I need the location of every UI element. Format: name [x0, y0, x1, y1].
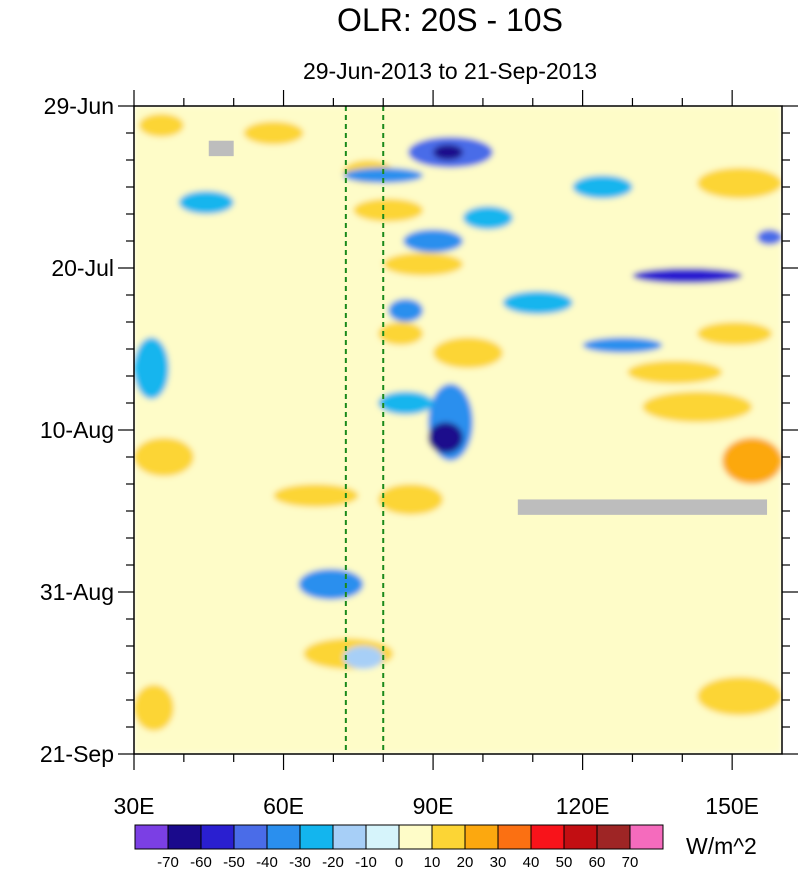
olr-anomaly-patch	[433, 337, 503, 369]
olr-anomaly-patch	[403, 229, 463, 253]
olr-anomaly-patch	[134, 684, 174, 731]
missing-data-block	[208, 140, 234, 157]
missing-data-block	[517, 499, 768, 515]
y-tick-label: 10-Aug	[40, 417, 114, 443]
colorbar-swatch	[134, 824, 169, 850]
olr-anomaly-patch	[138, 113, 184, 137]
colorbar-swatch	[233, 824, 268, 850]
chart-subtitle: 29-Jun-2013 to 21-Sep-2013	[303, 58, 597, 84]
olr-anomaly-patch	[378, 484, 444, 515]
colorbar-tick-label: 10	[424, 854, 441, 869]
colorbar-tick-label: -70	[157, 854, 179, 869]
colorbar-swatch	[299, 824, 334, 850]
colorbar-swatch	[398, 824, 433, 850]
olr-anomaly-patch	[642, 391, 753, 423]
colorbar-tick-label: 40	[523, 854, 540, 869]
reference-lines	[344, 106, 385, 754]
y-tick-label: 31-Aug	[40, 579, 114, 605]
plot-area	[134, 106, 782, 754]
olr-anomaly-patch	[273, 484, 359, 508]
olr-anomaly-patch	[697, 322, 773, 346]
olr-anomaly-patch	[243, 121, 304, 145]
olr-anomaly-patch	[134, 337, 169, 400]
y-axis: 29-Jun 20-Jul 10-Aug 31-Aug 21-Sep	[40, 93, 798, 767]
olr-anomaly-patch	[572, 175, 633, 199]
olr-anomaly-patch	[627, 360, 723, 384]
olr-anomaly-patch	[697, 676, 782, 716]
colorbar-swatch	[629, 824, 664, 850]
olr-anomaly-patch	[388, 298, 424, 322]
chart-title: OLR: 20S - 10S	[337, 2, 563, 38]
colorbar-tick-label: -30	[289, 854, 311, 869]
colorbar-tick-label: -50	[223, 854, 245, 869]
colorbar: -70 -60 -50 -40 -30 -20 -10 0 10 20 30 40 50 60 70	[134, 824, 664, 869]
colorbar-swatch	[563, 824, 598, 850]
colorbar-tick-label: -20	[322, 854, 344, 869]
x-tick-label: 150E	[705, 793, 759, 819]
olr-anomaly-patch	[353, 198, 424, 222]
colorbar-tick-label: -60	[190, 854, 212, 869]
olr-anomaly-patch	[462, 206, 513, 230]
colorbar-swatch	[530, 824, 565, 850]
x-tick-label: 60E	[263, 793, 304, 819]
olr-anomaly-patch	[343, 167, 424, 184]
colorbar-swatch	[431, 824, 466, 850]
olr-anomaly-patch	[343, 646, 384, 670]
colorbar-swatch	[464, 824, 499, 850]
colorbar-tick-label: -10	[355, 854, 377, 869]
colorbar-tick-label: -40	[256, 854, 278, 869]
colorbar-swatch	[497, 824, 532, 850]
x-axis: 30E 60E 90E 120E 150E	[114, 90, 759, 819]
olr-anomaly-patch	[378, 322, 424, 346]
colorbar-tick-label: 0	[395, 854, 403, 869]
colorbar-units: W/m^2	[686, 833, 757, 859]
colorbar-swatch	[167, 824, 202, 850]
x-tick-label: 30E	[114, 793, 155, 819]
olr-anomaly-patch	[178, 190, 234, 214]
x-tick-label: 90E	[413, 793, 454, 819]
olr-anomaly-patch	[757, 229, 782, 245]
y-tick-label: 20-Jul	[51, 255, 114, 281]
olr-anomaly-patch	[428, 422, 463, 454]
colorbar-tick-label: 70	[622, 854, 639, 869]
olr-anomaly-patch	[298, 568, 364, 600]
colorbar-tick-label: 60	[589, 854, 606, 869]
olr-anomaly-patch	[433, 144, 463, 161]
olr-anomaly-patch	[582, 337, 663, 353]
colorbar-swatch	[266, 824, 301, 850]
colorbar-tick-label: 50	[556, 854, 573, 869]
olr-anomaly-patch	[383, 252, 463, 276]
missing-data-layer	[208, 140, 768, 515]
y-tick-label: 21-Sep	[40, 741, 114, 767]
olr-anomaly-field	[134, 106, 782, 754]
olr-anomaly-patch	[502, 291, 573, 315]
olr-anomaly-patch	[632, 268, 743, 284]
colorbar-swatch	[365, 824, 400, 850]
x-tick-label: 120E	[556, 793, 610, 819]
olr-anomaly-patch	[378, 391, 434, 415]
olr-anomaly-patch	[134, 437, 194, 477]
olr-anomaly-patch	[697, 167, 782, 199]
colorbar-tick-label: 30	[490, 854, 507, 869]
colorbar-tick-label: 20	[457, 854, 474, 869]
olr-anomaly-patch	[722, 437, 782, 484]
y-tick-label: 29-Jun	[44, 93, 114, 119]
colorbar-swatch	[200, 824, 235, 850]
colorbar-swatch	[332, 824, 367, 850]
colorbar-swatch	[596, 824, 631, 850]
